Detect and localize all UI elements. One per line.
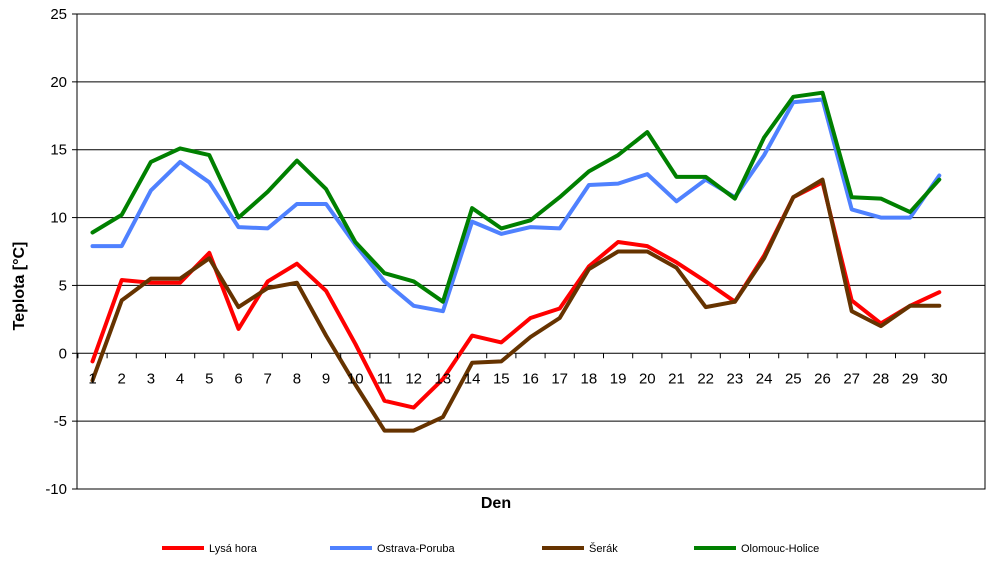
series-line-3 [90,177,942,433]
x-tick-label-19: 19 [610,370,627,387]
x-tick-label-1: 1 [88,370,96,387]
y-tick-label--5: -5 [54,413,67,430]
x-tick-label-30: 30 [931,370,948,387]
x-tick-label-27: 27 [843,370,860,387]
y-tick-label-0: 0 [59,345,67,362]
y-tick-label--10: -10 [45,481,67,498]
x-axis-title: Den [481,495,511,512]
y-axis-ticks: -10 -5 0 5 10 15 20 25 [45,6,77,498]
gridlines [77,81,985,422]
x-tick-label-11: 11 [377,370,393,387]
series-line-4 [90,90,942,304]
y-tick-label-10: 10 [50,210,67,227]
x-tick-label-3: 3 [147,370,155,387]
legend-label-3: Šerák [589,542,618,555]
series-line-2 [90,97,942,314]
x-tick-label-15: 15 [493,370,510,387]
legend-label-1: Lysá hora [209,543,258,555]
y-tick-label-20: 20 [50,74,67,91]
x-tick-label-18: 18 [581,370,598,387]
legend-label-2: Ostrava-Poruba [377,543,456,555]
x-tick-label-9: 9 [322,370,330,387]
x-tick-label-26: 26 [814,370,831,387]
x-tick-label-16: 16 [522,370,539,387]
x-tick-label-7: 7 [264,370,272,387]
x-tick-label-6: 6 [234,370,242,387]
x-tick-label-23: 23 [727,370,744,387]
x-tick-label-21: 21 [668,370,685,387]
y-tick-label-5: 5 [59,277,67,294]
plot-area [76,13,986,490]
y-tick-label-25: 25 [50,6,67,23]
y-axis-title: Teplota [°C] [11,242,28,331]
x-tick-label-13: 13 [435,370,452,387]
x-tick-label-24: 24 [756,370,773,387]
y-tick-label-15: 15 [50,142,67,159]
x-tick-label-25: 25 [785,370,802,387]
x-tick-label-8: 8 [293,370,301,387]
legend-label-4: Olomouc-Holice [741,543,819,555]
legend: Lysá hora Ostrava-Poruba Šerák Olomouc-Holi… [162,542,819,555]
x-tick-label-14: 14 [464,370,481,387]
x-tick-label-17: 17 [551,370,568,387]
plot-frame [76,13,986,490]
x-axis-ticks: 1 2 3 4 5 6 7 8 9 10 11 12 13 14 15 16 17 18 19 20 21 22 23 24 2… [77,353,948,387]
x-tick-label-10: 10 [347,370,364,387]
x-tick-label-22: 22 [697,370,714,387]
x-tick-label-12: 12 [405,370,422,387]
x-tick-label-4: 4 [176,370,184,387]
x-tick-label-5: 5 [205,370,213,387]
series-lines [90,90,942,433]
x-tick-label-2: 2 [118,370,126,387]
x-tick-label-29: 29 [902,370,919,387]
x-tick-label-20: 20 [639,370,656,387]
x-tick-label-28: 28 [873,370,890,387]
